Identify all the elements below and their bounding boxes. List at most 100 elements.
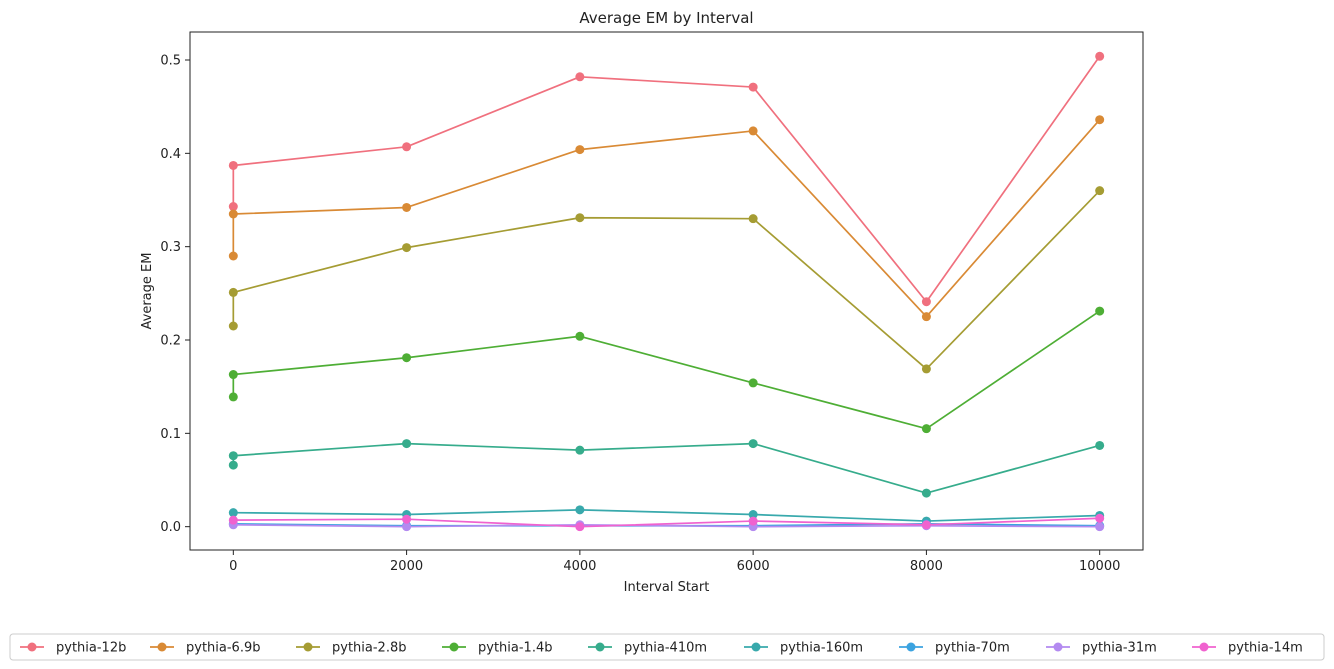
plot-area: [189, 31, 1144, 551]
legend: pythia-12b pythia-6.9b pythia-2.8b pythia-1…: [9, 633, 1325, 661]
data-point: [1095, 115, 1105, 125]
series-pythia-6.9b: [228, 115, 1105, 322]
data-point: [1095, 440, 1105, 450]
data-point: [575, 213, 585, 223]
series-line: [233, 523, 1100, 528]
data-point: [402, 142, 412, 152]
legend-item: pythia-160m: [744, 641, 863, 656]
data-point: [921, 424, 931, 434]
data-point: [228, 392, 238, 402]
legend-item: pythia-70m: [899, 641, 1010, 656]
data-point: [921, 364, 931, 374]
legend-marker: [1053, 642, 1063, 652]
legend-label: pythia-14m: [1228, 641, 1303, 656]
data-point: [402, 243, 412, 253]
series-pythia-14m: [228, 513, 1105, 532]
data-point: [748, 510, 758, 520]
y-tick-label: 0.1: [160, 427, 181, 442]
data-point: [921, 312, 931, 322]
legend-marker: [157, 642, 167, 652]
legend-label: pythia-12b: [56, 641, 126, 656]
data-point: [402, 439, 412, 449]
legend-marker: [1199, 642, 1209, 652]
y-tick-label: 0.0: [160, 520, 181, 535]
legend-marker: [751, 642, 761, 652]
legend-item: pythia-2.8b: [296, 641, 406, 656]
data-point: [575, 505, 585, 515]
y-tick-label: 0.3: [160, 240, 181, 255]
x-tick-label: 6000: [737, 559, 770, 574]
data-point: [748, 516, 758, 526]
legend-item: pythia-410m: [588, 641, 707, 656]
y-axis-title: Average EM: [140, 253, 155, 330]
data-point: [228, 251, 238, 261]
x-tick-label: 4000: [563, 559, 596, 574]
data-point: [1095, 522, 1105, 532]
legend-label: pythia-2.8b: [332, 641, 406, 656]
legend-item: pythia-6.9b: [150, 641, 260, 656]
data-point: [748, 378, 758, 388]
data-point: [748, 214, 758, 224]
legend-label: pythia-410m: [624, 641, 707, 656]
data-point: [575, 145, 585, 155]
data-point: [228, 321, 238, 331]
legend-marker: [27, 642, 37, 652]
legend-marker: [303, 642, 313, 652]
series-pythia-2.8b: [228, 186, 1105, 374]
legend-marker: [906, 642, 916, 652]
x-tick-label: 2000: [390, 559, 423, 574]
data-point: [228, 209, 238, 219]
legend-label: pythia-6.9b: [186, 641, 260, 656]
data-point: [1095, 51, 1105, 61]
x-tick-label: 0: [229, 559, 237, 574]
data-point: [228, 160, 238, 170]
y-tick-label: 0.2: [160, 334, 181, 349]
data-point: [228, 451, 238, 461]
data-point: [228, 202, 238, 212]
y-tick-label: 0.4: [160, 147, 181, 162]
legend-label: pythia-31m: [1082, 641, 1157, 656]
data-point: [748, 126, 758, 136]
data-point: [1095, 513, 1105, 523]
data-point: [402, 514, 412, 524]
legend-label: pythia-160m: [780, 641, 863, 656]
legend-label: pythia-1.4b: [478, 641, 552, 656]
legend-item: pythia-1.4b: [442, 641, 552, 656]
x-tick-label: 10000: [1079, 559, 1120, 574]
data-point: [228, 370, 238, 380]
y-tick-label: 0.5: [160, 54, 181, 69]
legend-item: pythia-31m: [1046, 641, 1157, 656]
legend-item: pythia-14m: [1192, 641, 1303, 656]
series-line: [233, 509, 1100, 522]
legend-marker: [449, 642, 459, 652]
legend-item: pythia-12b: [20, 641, 126, 656]
legend-marker: [595, 642, 605, 652]
series-pythia-410m: [228, 439, 1105, 498]
data-point: [575, 331, 585, 341]
data-point: [402, 202, 412, 212]
y-axis: 0.0 0.1 0.2 0.3 0.4 0.5: [160, 54, 190, 535]
data-point: [921, 520, 931, 530]
series-pythia-1.4b: [228, 306, 1105, 434]
data-point: [228, 460, 238, 470]
data-point: [748, 82, 758, 92]
chart-title: Average EM by Interval: [579, 9, 753, 27]
data-point: [228, 515, 238, 525]
data-point: [228, 287, 238, 297]
data-point: [921, 488, 931, 498]
series-pythia-12b: [228, 51, 1105, 307]
data-point: [575, 445, 585, 455]
data-point: [402, 522, 412, 532]
series-line: [233, 517, 1100, 528]
x-axis-title: Interval Start: [624, 580, 710, 595]
data-point: [402, 353, 412, 363]
data-point: [921, 297, 931, 307]
data-point: [228, 508, 238, 518]
legend-frame: [9, 633, 1325, 661]
data-point: [575, 522, 585, 532]
series-layer: [228, 51, 1105, 532]
data-point: [1095, 306, 1105, 316]
x-axis: 0 2000 4000 6000 8000 10000: [229, 550, 1120, 574]
data-point: [1095, 186, 1105, 196]
